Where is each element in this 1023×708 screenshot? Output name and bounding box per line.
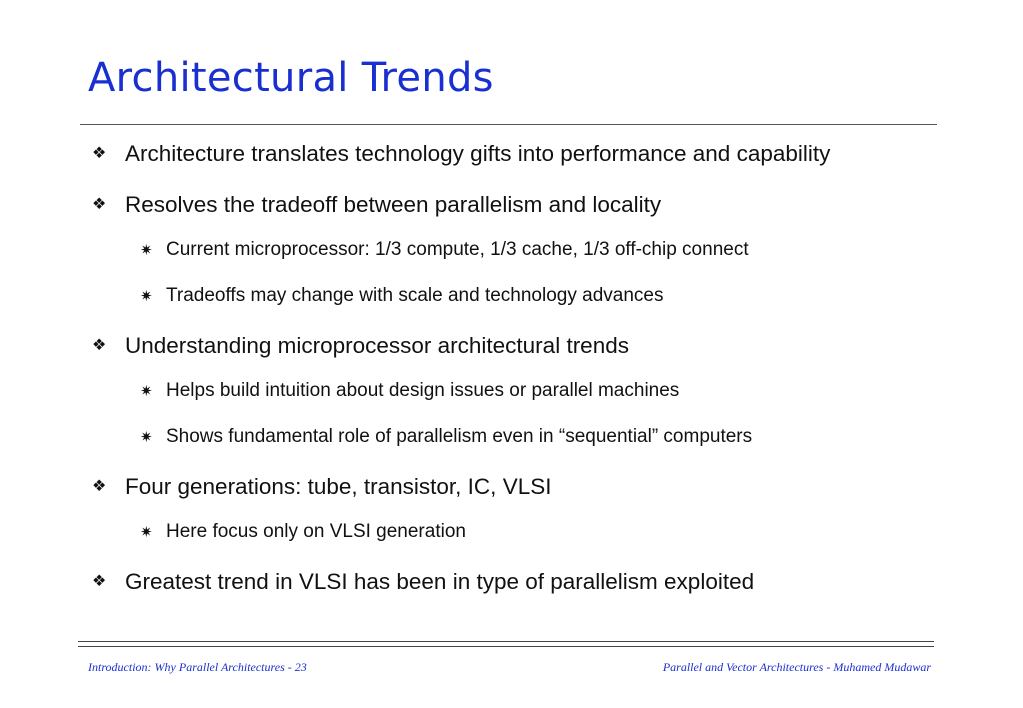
- asterisk-icon: ✷: [140, 523, 153, 541]
- sub-bullet-text: Tradeoffs may change with scale and tech…: [166, 285, 664, 306]
- footer-divider: [78, 641, 934, 642]
- bullet-item: ❖ Resolves the tradeoff between parallel…: [92, 192, 661, 218]
- bullet-item: ❖ Greatest trend in VLSI has been in typ…: [92, 569, 754, 595]
- asterisk-icon: ✷: [140, 382, 153, 400]
- sub-bullet-text: Helps build intuition about design issue…: [166, 380, 680, 401]
- bullet-text: Four generations: tube, transistor, IC, …: [125, 474, 552, 499]
- diamond-cross-icon: ❖: [92, 337, 107, 354]
- bullet-item: ❖ Architecture translates technology gif…: [92, 141, 830, 167]
- sub-bullet-text: Current microprocessor: 1/3 compute, 1/3…: [166, 239, 749, 260]
- sub-bullet-item: ✷ Tradeoffs may change with scale and te…: [140, 285, 663, 307]
- sub-bullet-text: Here focus only on VLSI generation: [166, 521, 466, 542]
- footer-right-text: Parallel and Vector Architectures - Muha…: [662, 660, 931, 674]
- sub-bullet-text: Shows fundamental role of parallelism ev…: [166, 426, 753, 447]
- bullet-item: ❖ Understanding microprocessor architect…: [92, 333, 629, 359]
- footer-left-text: Introduction: Why Parallel Architectures…: [88, 660, 307, 674]
- diamond-cross-icon: ❖: [92, 145, 107, 162]
- bullet-text: Greatest trend in VLSI has been in type …: [125, 569, 755, 594]
- asterisk-icon: ✷: [140, 241, 153, 259]
- bullet-text: Resolves the tradeoff between parallelis…: [125, 192, 662, 217]
- asterisk-icon: ✷: [140, 428, 153, 446]
- asterisk-icon: ✷: [140, 287, 153, 305]
- footer-divider: [78, 646, 934, 647]
- bullet-text: Architecture translates technology gifts…: [125, 141, 831, 166]
- sub-bullet-item: ✷ Here focus only on VLSI generation: [140, 521, 466, 543]
- diamond-cross-icon: ❖: [92, 478, 107, 495]
- sub-bullet-item: ✷ Shows fundamental role of parallelism …: [140, 426, 752, 448]
- title-divider: [80, 124, 937, 125]
- sub-bullet-item: ✷ Helps build intuition about design iss…: [140, 380, 679, 402]
- sub-bullet-item: ✷ Current microprocessor: 1/3 compute, 1…: [140, 239, 749, 261]
- bullet-text: Understanding microprocessor architectur…: [125, 333, 629, 358]
- bullet-item: ❖ Four generations: tube, transistor, IC…: [92, 474, 551, 500]
- diamond-cross-icon: ❖: [92, 573, 107, 590]
- diamond-cross-icon: ❖: [92, 196, 107, 213]
- slide-title: Architectural Trends: [88, 55, 494, 101]
